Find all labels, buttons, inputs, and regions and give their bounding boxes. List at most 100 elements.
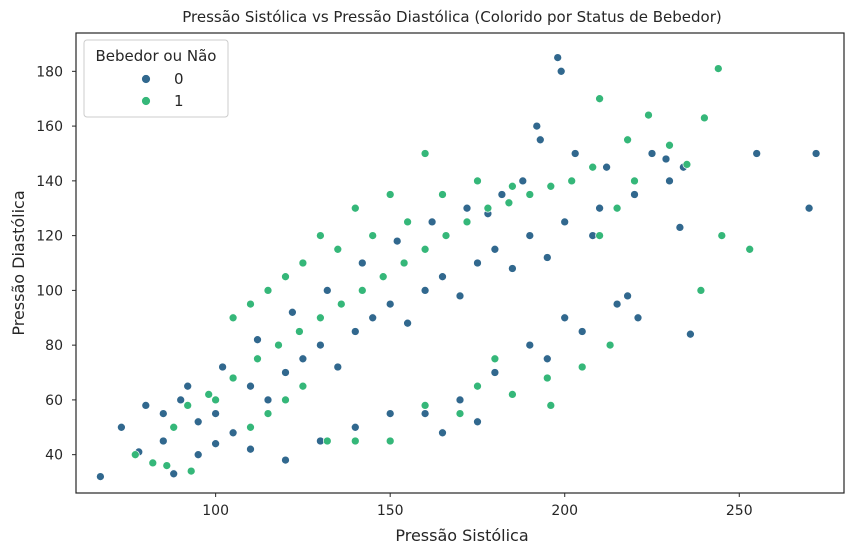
data-point-1-32	[717, 231, 727, 240]
y-tick-label-100: 100	[36, 283, 63, 299]
data-point-1-12	[336, 299, 346, 309]
data-point-1-19	[483, 203, 493, 213]
data-point-1-47	[473, 381, 482, 391]
data-point-0-51	[455, 395, 465, 405]
data-point-1-11	[316, 313, 325, 323]
data-point-1-17	[441, 231, 451, 240]
data-point-1-58	[333, 244, 343, 254]
data-point-0-42	[811, 149, 821, 158]
data-point-0-23	[473, 258, 482, 268]
data-point-0-28	[560, 217, 570, 227]
data-point-0-27	[542, 253, 552, 262]
data-point-1-56	[263, 286, 273, 295]
y-tick-label-40: 40	[45, 448, 63, 464]
data-point-1-57	[298, 258, 308, 268]
data-point-0-34	[535, 135, 545, 145]
legend-marker-0	[141, 74, 151, 84]
data-point-0-16	[350, 327, 360, 336]
data-point-0-14	[316, 340, 325, 350]
data-point-0-9	[228, 428, 238, 438]
data-point-1-13	[357, 286, 367, 295]
data-point-1-3	[186, 466, 196, 476]
data-point-0-70	[253, 335, 262, 345]
data-point-0-38	[647, 149, 657, 158]
data-point-0-48	[612, 299, 622, 309]
data-point-0-39	[661, 154, 671, 164]
data-point-1-2	[162, 461, 172, 470]
data-point-0-29	[595, 203, 604, 213]
data-point-0-10	[246, 381, 255, 391]
data-point-1-15	[399, 258, 409, 268]
x-tick-label-200: 200	[551, 503, 578, 519]
legend-label-0: 0	[174, 70, 184, 88]
data-point-0-41	[752, 149, 762, 158]
y-tick-label-140: 140	[36, 174, 63, 190]
data-point-0-7	[176, 395, 186, 405]
x-tick-label-250: 250	[726, 503, 753, 519]
data-point-1-16	[420, 244, 430, 254]
data-point-1-46	[577, 362, 587, 372]
data-point-1-40	[350, 436, 360, 446]
data-point-1-49	[490, 354, 500, 364]
data-point-0-62	[350, 422, 360, 432]
data-point-1-60	[403, 217, 412, 227]
data-point-1-31	[682, 160, 692, 169]
x-tick-label-100: 100	[202, 503, 229, 519]
data-point-1-22	[546, 181, 556, 191]
data-point-0-22	[455, 291, 465, 301]
x-axis-ticks: 100 150 200 250	[202, 493, 753, 519]
data-point-1-59	[368, 231, 378, 240]
data-point-0-24	[490, 244, 500, 254]
data-point-1-18	[462, 217, 472, 227]
data-point-0-3	[169, 469, 179, 479]
data-point-1-51	[263, 409, 273, 418]
data-point-1-52	[281, 395, 290, 405]
y-tick-label-80: 80	[45, 338, 63, 354]
data-point-0-73	[357, 258, 367, 268]
data-point-0-55	[473, 417, 482, 427]
data-point-1-45	[542, 373, 552, 383]
data-point-1-42	[385, 436, 395, 446]
data-point-1-65	[385, 190, 395, 199]
data-point-0-13	[298, 354, 308, 364]
y-tick-label-180: 180	[36, 64, 63, 80]
data-point-1-10	[295, 327, 304, 336]
data-point-0-21	[438, 272, 447, 282]
data-point-0-71	[288, 307, 297, 317]
y-tick-label-60: 60	[45, 393, 63, 409]
data-point-0-74	[392, 236, 402, 246]
y-tick-label-160: 160	[36, 119, 63, 135]
data-point-1-26	[595, 94, 604, 104]
points-layer	[96, 53, 821, 481]
y-axis-label: Pressão Diastólica	[9, 190, 28, 335]
data-point-0-25	[508, 264, 517, 273]
data-point-0-36	[570, 149, 580, 158]
data-point-0-35	[532, 121, 542, 131]
data-point-1-36	[546, 401, 556, 410]
legend-title: Bebedor ou Não	[96, 47, 217, 65]
data-point-0-67	[158, 409, 168, 418]
data-point-0-37	[602, 162, 611, 172]
data-point-1-9	[274, 340, 283, 350]
x-tick-label-150: 150	[377, 503, 404, 519]
data-point-0-1	[117, 422, 126, 432]
data-point-0-59	[577, 327, 587, 336]
data-point-0-63	[385, 409, 395, 418]
y-axis-ticks: 40 60 80 100 120 140 160 180	[36, 64, 76, 464]
data-point-1-14	[378, 272, 388, 282]
data-point-1-62	[473, 176, 482, 186]
data-point-0-50	[420, 409, 430, 418]
data-point-0-6	[141, 401, 151, 410]
data-point-1-66	[350, 203, 360, 213]
data-point-1-61	[438, 190, 447, 199]
data-point-1-54	[211, 395, 220, 405]
data-point-1-27	[644, 110, 653, 120]
y-tick-label-120: 120	[36, 229, 63, 245]
data-point-0-44	[686, 329, 695, 339]
data-point-0-66	[193, 417, 203, 427]
data-point-0-78	[518, 176, 528, 186]
data-point-1-69	[246, 299, 255, 309]
data-point-1-28	[700, 113, 709, 123]
data-point-0-64	[246, 444, 255, 454]
